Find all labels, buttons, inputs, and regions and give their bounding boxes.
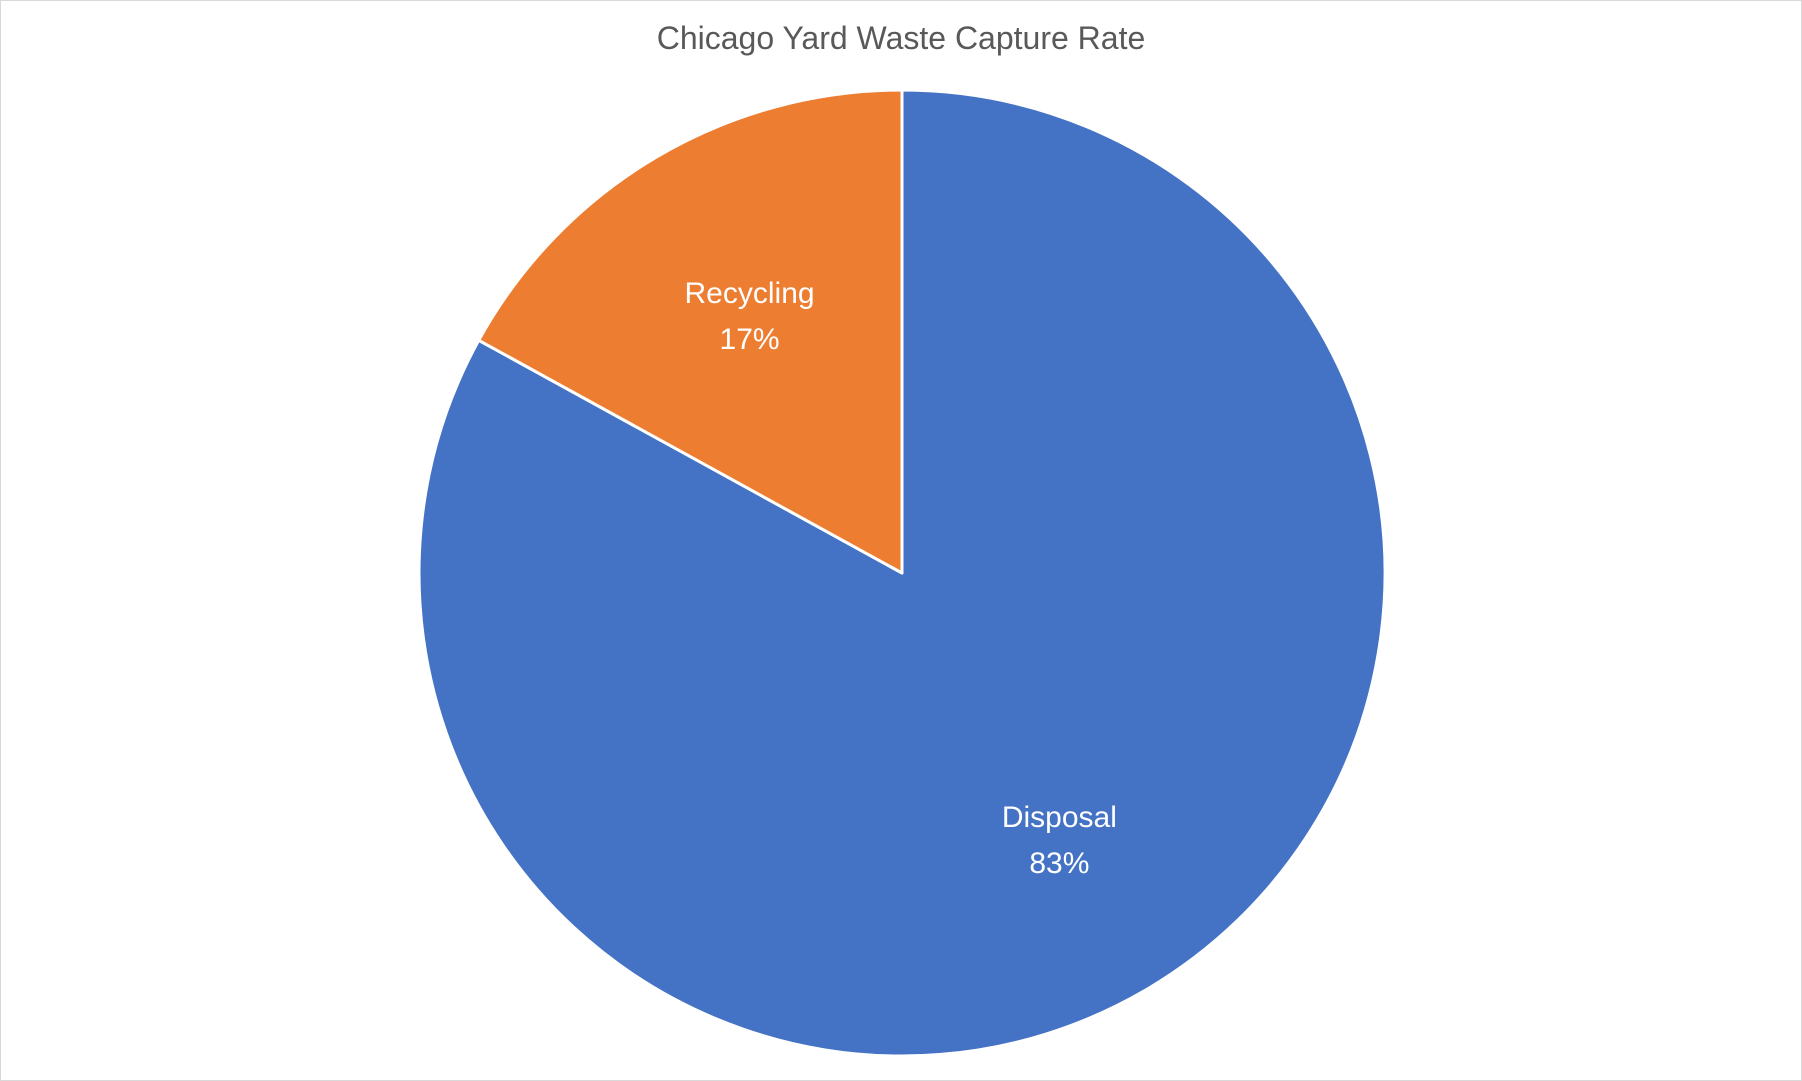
slice-category-label: Recycling — [685, 277, 815, 310]
slice-percent-label: 83% — [1029, 847, 1089, 880]
pie-data-label-disposal: Disposal 83% — [1002, 801, 1117, 880]
pie-data-label-recycling: Recycling 17% — [685, 277, 815, 356]
slice-category-label: Disposal — [1002, 801, 1117, 834]
pie-slice-recycling — [477, 88, 904, 575]
slice-percent-label: 17% — [720, 323, 780, 356]
chart-title: Chicago Yard Waste Capture Rate — [656, 20, 1146, 56]
